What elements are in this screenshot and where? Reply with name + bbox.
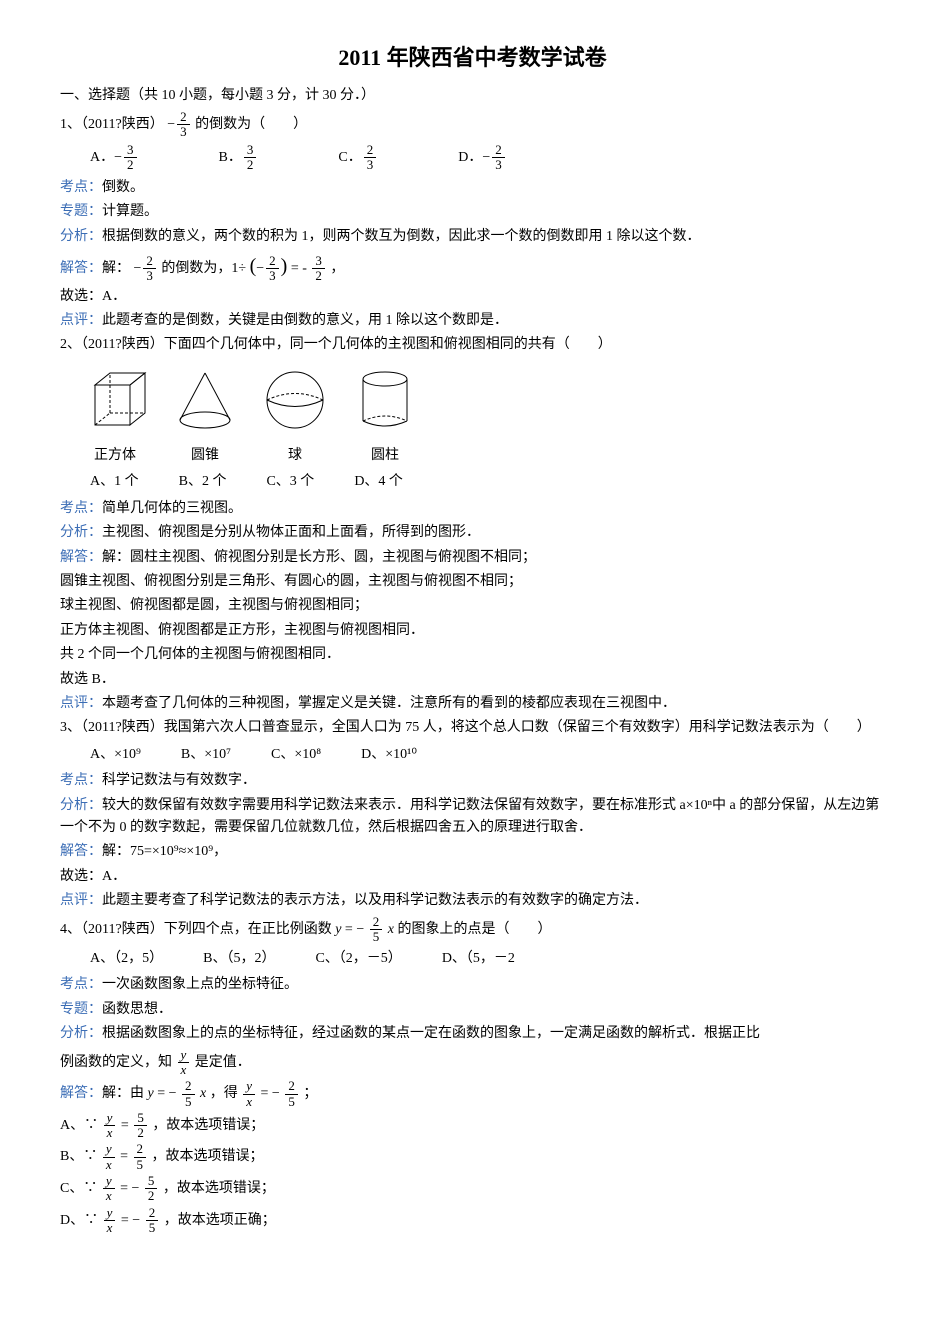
q1-dianping: 点评：此题考查的是倒数，关键是由倒数的意义，用 1 除以这个数即是．: [60, 310, 885, 332]
q4-opt-c-eval: C、∵ yx = − 52 ，故本选项错误；: [60, 1174, 885, 1204]
q3-opt-d: D、×10¹⁰: [361, 744, 417, 766]
shape-cylinder: 圆柱: [350, 365, 420, 468]
page-title: 2011 年陕西省中考数学试卷: [60, 40, 885, 75]
q1-jieda: 解答：解： −23 的倒数为，1÷ (−23) = - 32 ，: [60, 250, 885, 284]
q2-guxuan: 故选 B．: [60, 669, 885, 691]
q4-opt-a-eval: A、∵ yx = 52 ，故本选项错误；: [60, 1111, 885, 1141]
q3-jieda: 解答：解：75=×10⁹≈×10⁹，: [60, 841, 885, 863]
q2-opt-d: D、4 个: [354, 471, 403, 493]
q2-opt-b: B、2 个: [179, 471, 227, 493]
q1-opt-a: A．−32: [90, 143, 139, 173]
q1-stem-post: 的倒数为（ ）: [195, 117, 307, 132]
q4-zhuanti: 专题：函数思想．: [60, 999, 885, 1021]
shape-cone: 圆锥: [170, 365, 240, 468]
q1-stem-pre: 1、（2011?陕西）: [60, 117, 164, 132]
q4-fenxi-l1: 分析：根据函数图象上的点的坐标特征，经过函数的某点一定在函数的图象上，一定满足函…: [60, 1023, 885, 1045]
q1-fenxi: 分析：根据倒数的意义，两个数的积为 1，则两个数互为倒数，因此求一个数的倒数即用…: [60, 226, 885, 248]
cone-label: 圆锥: [170, 445, 240, 467]
q3-opt-a: A、×10⁹: [90, 744, 141, 766]
q2-opt-c: C、3 个: [266, 471, 314, 493]
q2-options: A、1 个 B、2 个 C、3 个 D、4 个: [90, 471, 885, 493]
cylinder-label: 圆柱: [350, 445, 420, 467]
q3-opt-b: B、×10⁷: [181, 744, 231, 766]
q4-opt-b: B、（5，2）: [203, 948, 275, 970]
q1-options: A．−32 B．32 C．23 D．−23: [90, 143, 885, 173]
q1-zhuanti: 专题：计算题。: [60, 201, 885, 223]
section-header: 一、选择题（共 10 小题，每小题 3 分，计 30 分．）: [60, 85, 885, 107]
q3-guxuan: 故选：A．: [60, 866, 885, 888]
q1-opt-c: C．23: [338, 143, 378, 173]
q3-fenxi: 分析：较大的数保留有效数字需要用科学记数法来表示．用科学记数法保留有效数字，要在…: [60, 795, 885, 840]
q2-jieda-l5: 共 2 个同一个几何体的主视图与俯视图相同．: [60, 644, 885, 666]
q4-opt-a: A、（2，5）: [90, 948, 163, 970]
q2-opt-a: A、1 个: [90, 471, 139, 493]
q2-fenxi: 分析：主视图、俯视图是分别从物体正面和上面看，所得到的图形．: [60, 522, 885, 544]
q1-opt-b: B．32: [219, 143, 259, 173]
q2-jieda-l3: 球主视图、俯视图都是圆，主视图与俯视图相同；: [60, 595, 885, 617]
q2-kaodian: 考点：简单几何体的三视图。: [60, 498, 885, 520]
q2-jieda-l2: 圆锥主视图、俯视图分别是三角形、有圆心的圆，主视图与俯视图不相同；: [60, 571, 885, 593]
q4-fenxi-l2: 例函数的定义，知 yx 是定值．: [60, 1048, 885, 1078]
q4-jieda: 解答：解：由 y = − 25 x ，得 yx = − 25 ；: [60, 1079, 885, 1109]
q4-opt-d-eval: D、∵ yx = − 25 ，故本选项正确；: [60, 1206, 885, 1236]
q2-dianping: 点评：本题考查了几何体的三种视图，掌握定义是关键．注意所有的看到的棱都应表现在三…: [60, 693, 885, 715]
q3-options: A、×10⁹ B、×10⁷ C、×10⁸ D、×10¹⁰: [90, 744, 885, 766]
q3-kaodian: 考点：科学记数法与有效数字．: [60, 770, 885, 792]
q3-stem: 3、（2011?陕西）我国第六次人口普查显示，全国人口为 75 人，将这个总人口…: [60, 717, 885, 739]
q2-shapes: 正方体 圆锥 球 圆柱: [80, 365, 885, 468]
q4-kaodian: 考点：一次函数图象上点的坐标特征。: [60, 974, 885, 996]
q1-opt-d: D．−23: [458, 143, 507, 173]
cone-icon: [170, 365, 240, 435]
cube-icon: [80, 365, 150, 435]
q4-stem: 4、（2011?陕西）下列四个点，在正比例函数 y = − 25 x 的图象上的…: [60, 915, 885, 945]
q1-frac: 23: [177, 110, 190, 140]
q2-jieda-l1: 解答：解：圆柱主视图、俯视图分别是长方形、圆，主视图与俯视图不相同；: [60, 547, 885, 569]
q4-opt-b-eval: B、∵ yx = 25 ，故本选项错误；: [60, 1142, 885, 1172]
q1-kaodian: 考点：倒数。: [60, 177, 885, 199]
q4-opt-d: D、（5，－2: [442, 948, 515, 970]
q4-options: A、（2，5） B、（5，2） C、（2，－5） D、（5，－2: [90, 948, 885, 970]
q1-guxuan: 故选：A．: [60, 286, 885, 308]
cube-label: 正方体: [80, 445, 150, 467]
q2-stem: 2、（2011?陕西）下面四个几何体中，同一个几何体的主视图和俯视图相同的共有（…: [60, 334, 885, 356]
q3-dianping: 点评：此题主要考查了科学记数法的表示方法，以及用科学记数法表示的有效数字的确定方…: [60, 890, 885, 912]
cylinder-icon: [350, 365, 420, 435]
q2-jieda-l4: 正方体主视图、俯视图都是正方形，主视图与俯视图相同．: [60, 620, 885, 642]
shape-cube: 正方体: [80, 365, 150, 468]
shape-sphere: 球: [260, 365, 330, 468]
q4-opt-c: C、（2，－5）: [315, 948, 401, 970]
sphere-icon: [260, 365, 330, 435]
sphere-label: 球: [260, 445, 330, 467]
q3-opt-c: C、×10⁸: [271, 744, 321, 766]
q1-stem: 1、（2011?陕西） −23 的倒数为（ ）: [60, 110, 885, 140]
